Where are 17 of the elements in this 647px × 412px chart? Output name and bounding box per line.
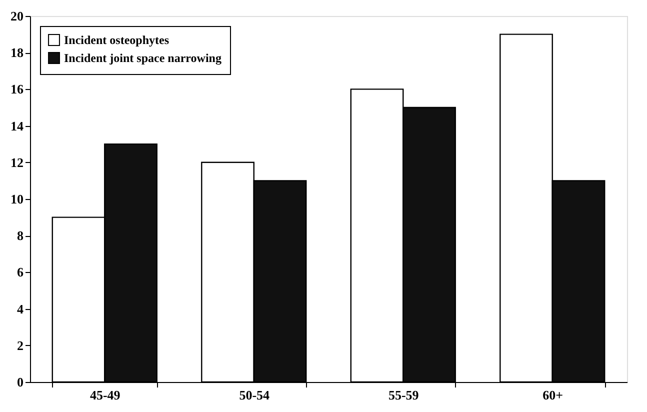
x-tick-label: 60+ — [542, 388, 564, 402]
y-tick-label: 14 — [10, 118, 24, 134]
x-tick-label: 45-49 — [90, 388, 121, 402]
legend-label: Incident joint space narrowing — [64, 51, 222, 65]
y-tick-label: 0 — [17, 374, 24, 390]
x-tick-label: 50-54 — [239, 388, 270, 402]
y-tick-label: 2 — [17, 338, 24, 353]
y-tick-label: 6 — [17, 264, 24, 280]
y-tick-label: 4 — [17, 301, 24, 316]
legend-label: Incident osteophytes — [64, 33, 170, 47]
x-tick-label: 55-59 — [388, 388, 420, 402]
y-tick-label: 12 — [10, 154, 24, 170]
y-tick-label: 20 — [10, 8, 24, 24]
y-tick-label: 8 — [17, 228, 24, 244]
y-tick-label: 16 — [10, 82, 24, 97]
y-tick-label: 10 — [10, 192, 24, 206]
y-tick-label: 18 — [10, 45, 24, 60]
